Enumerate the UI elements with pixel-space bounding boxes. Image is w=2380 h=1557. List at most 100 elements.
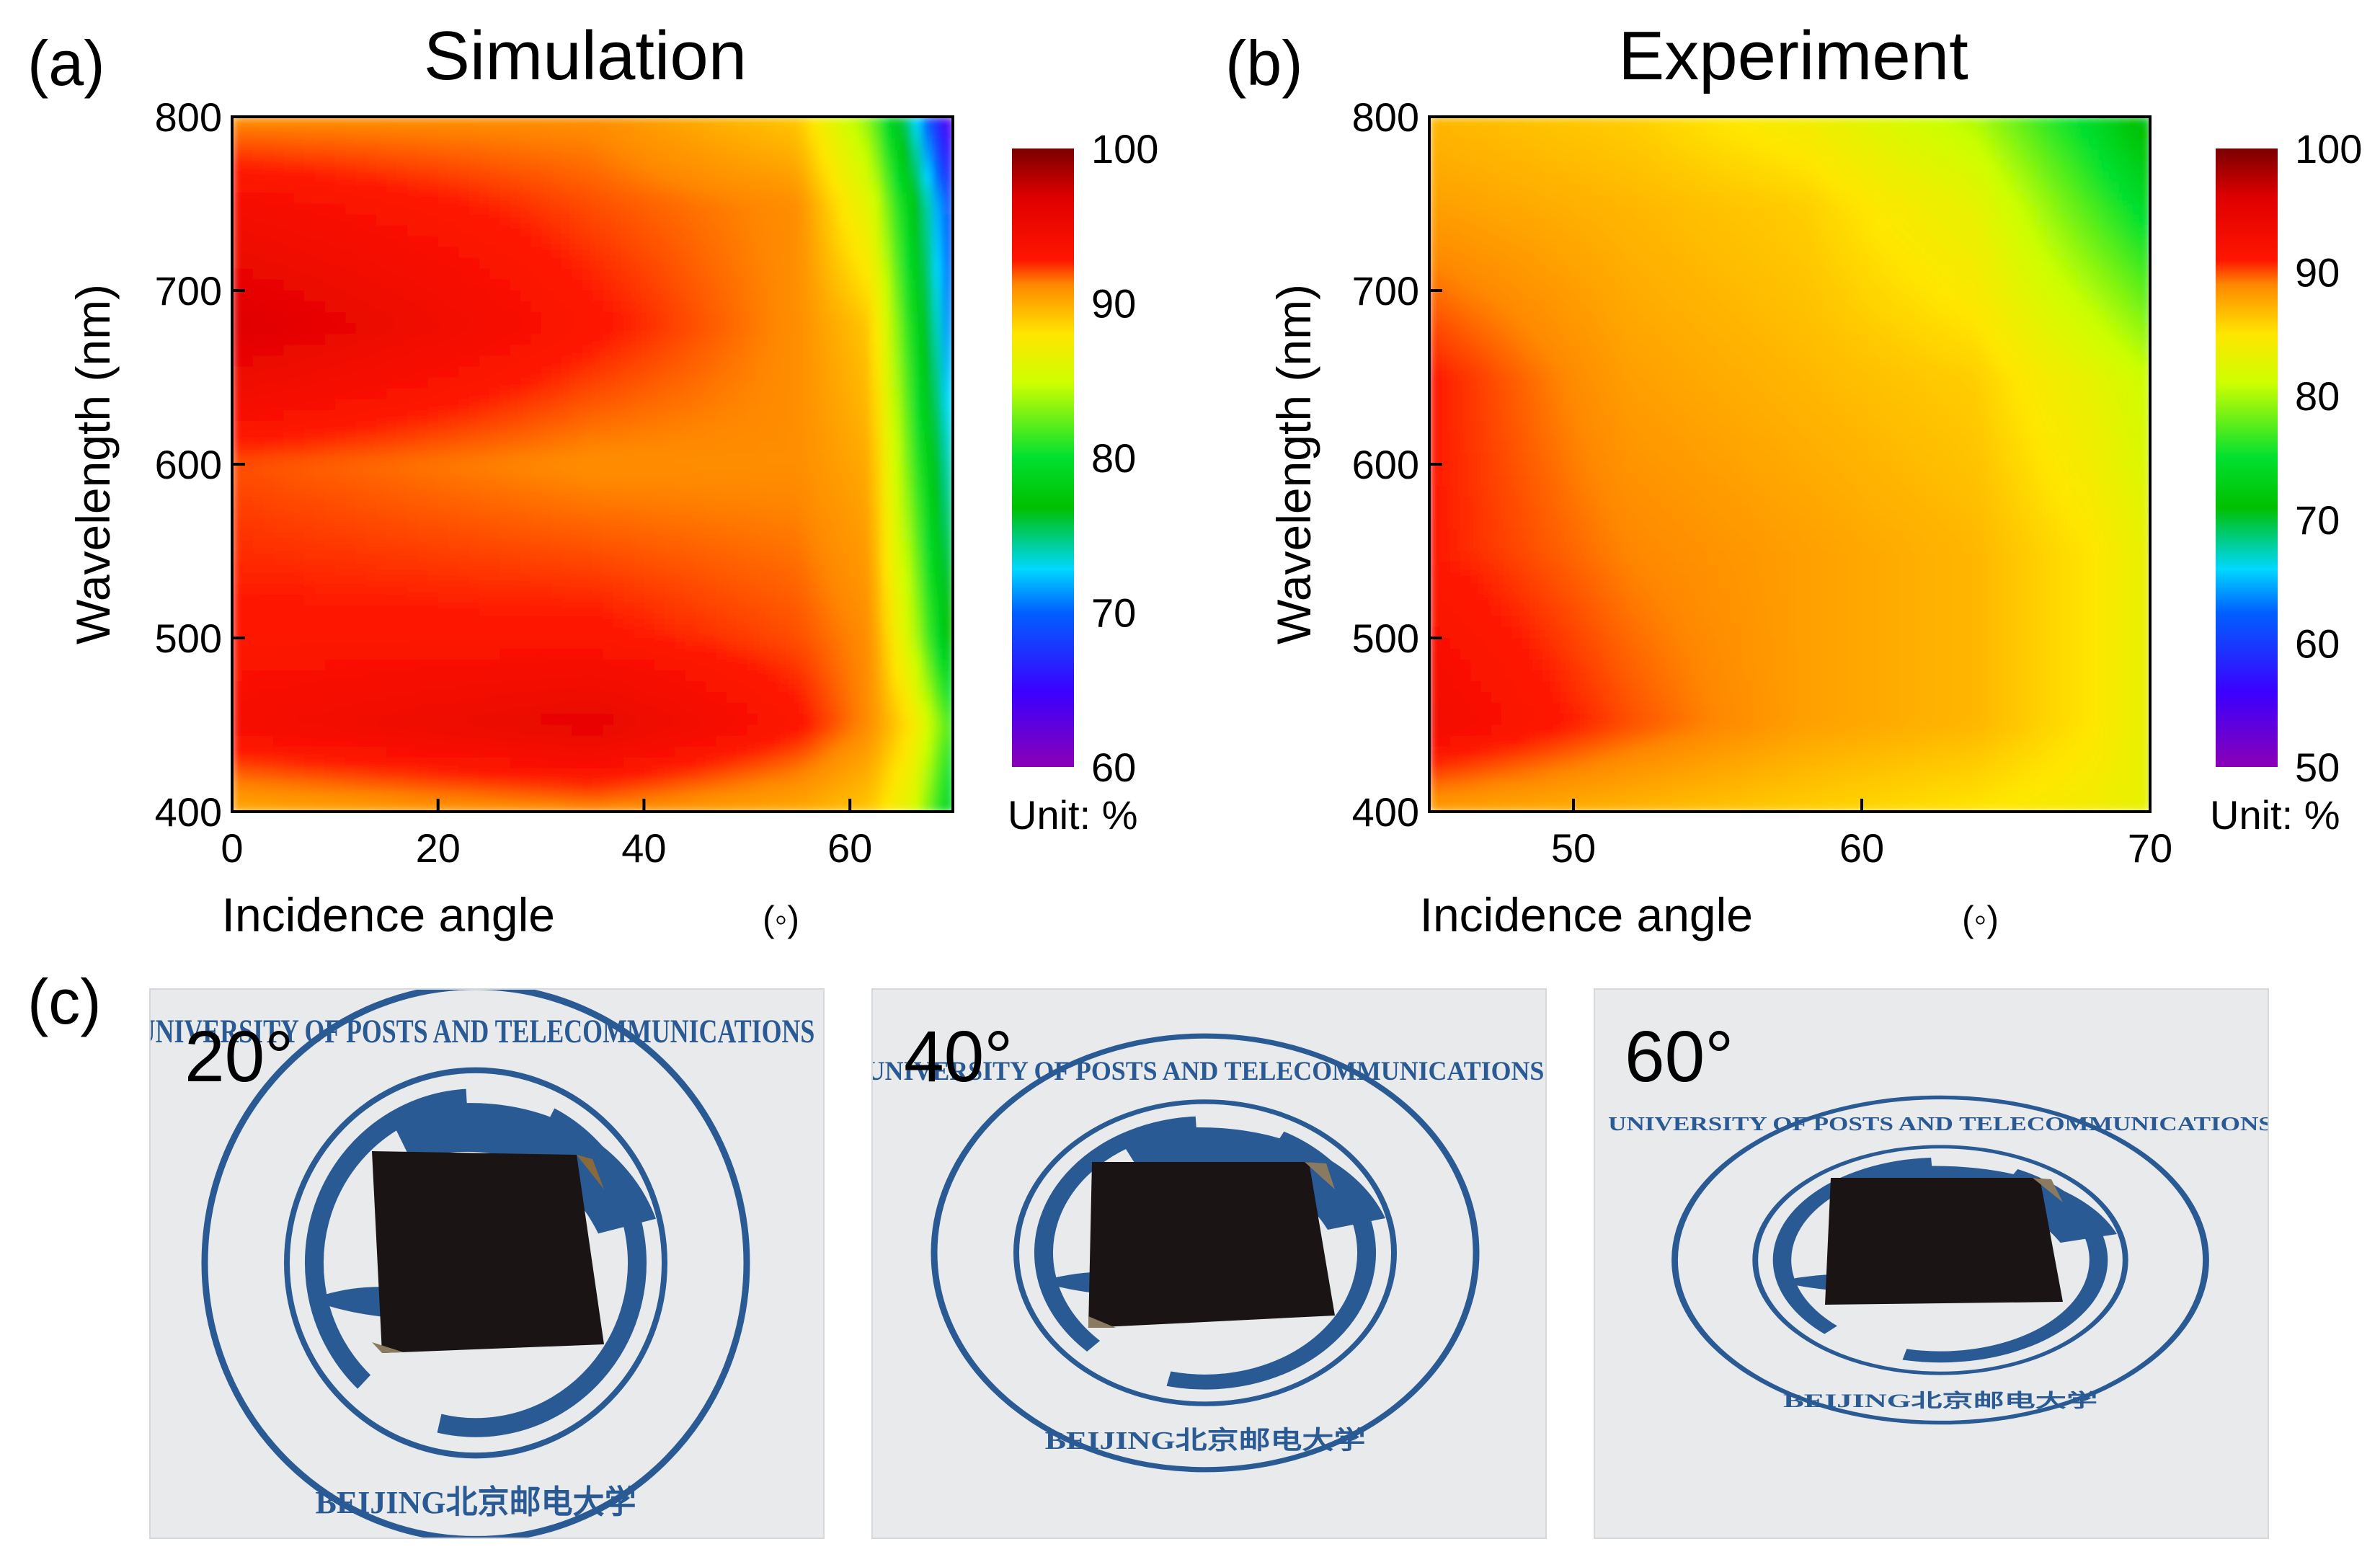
heatmap-cell [1903,138,1914,151]
heatmap-cell [582,345,593,357]
heatmap-cell [613,507,624,520]
heatmap-cell [634,529,645,541]
heatmap-cell [1872,128,1883,140]
heatmap-cell [942,182,953,194]
heatmap-cell [1697,182,1708,194]
heatmap-cell [489,290,501,303]
heatmap-cell [757,312,768,324]
heatmap-cell [252,768,264,780]
heatmap-cell [695,334,707,346]
heatmap-cell [829,518,840,531]
heatmap-cell [881,605,892,617]
heatmap-cell [334,301,347,314]
heatmap-cell [304,594,316,606]
heatmap-cell [922,160,933,172]
heatmap-cell [870,377,882,389]
heatmap-cell [870,497,882,509]
heatmap-cell [551,388,563,400]
heatmap-cell [572,692,583,704]
heatmap-cell [520,714,532,726]
heatmap-cell [942,681,953,693]
heatmap-cell [417,149,429,161]
heatmap-cell [1995,171,2007,183]
heatmap-cell [407,789,419,802]
heatmap-cell [314,149,326,161]
heatmap-cell [273,128,285,140]
heatmap-cell [778,182,789,194]
heatmap-cell [561,660,573,672]
heatmap-cell [788,268,799,280]
heatmap-cell [427,768,439,780]
heatmap-cell [737,768,748,780]
heatmap-cell [911,268,923,280]
heatmap-cell [407,214,419,226]
heatmap-cell [901,117,913,129]
heatmap-cell [273,377,285,389]
heatmap-cell [675,377,686,389]
heatmap-cell [634,290,645,303]
heatmap-cell [819,572,830,585]
heatmap-cell [850,377,861,389]
heatmap-cell [891,442,902,454]
heatmap-cell [1676,138,1688,151]
heatmap-cell [345,594,357,606]
heatmap-cell [675,214,686,226]
heatmap-cell [798,735,809,748]
heatmap-cell [726,214,737,226]
heatmap-cell [551,778,563,791]
heatmap-cell [613,247,624,259]
heatmap-cell [798,290,809,303]
heatmap-cell [798,681,809,693]
heatmap-cell [911,399,923,411]
heatmap-cell [396,518,408,531]
heatmap-cell [922,703,933,715]
heatmap-cell [273,475,285,487]
heatmap-cell [242,225,254,237]
heatmap-cell [726,399,737,411]
heatmap-cell [623,225,635,237]
heatmap-cell [613,518,624,531]
heatmap-cell [386,268,398,280]
heatmap-cell [623,236,635,248]
heatmap-cell [407,778,419,791]
heatmap-cell [654,214,665,226]
heatmap-cell [778,583,789,595]
heatmap-cell [860,138,871,151]
heatmap-cell [314,171,326,183]
heatmap-cell [572,203,583,216]
heatmap-cell [634,649,645,661]
heatmap-cell [737,800,748,812]
heatmap-cell [870,203,882,216]
heatmap-cell [788,626,799,639]
heatmap-cell [334,420,347,432]
heatmap-cell [324,551,336,563]
heatmap-cell [2036,117,2048,129]
heatmap-cell [479,377,491,389]
heatmap-cell [757,236,768,248]
heatmap-cell [778,616,789,628]
heatmap-cell [798,171,809,183]
heatmap-cell [479,431,491,443]
heatmap-cell [376,345,388,357]
heatmap-cell [665,312,676,324]
heatmap-cell [685,540,696,552]
heatmap-cell [417,626,429,639]
heatmap-cell [603,681,614,693]
heatmap-cell [273,486,285,498]
heatmap-cell [242,518,254,531]
heatmap-cell [644,681,655,693]
heatmap-cell [561,778,573,791]
heatmap-cell [829,377,840,389]
heatmap-cell [293,268,305,280]
heatmap-cell [685,420,696,432]
heatmap-cell [737,301,748,314]
heatmap-cell [1635,117,1646,129]
heatmap-cell [376,529,388,541]
heatmap-cell [613,638,624,650]
heatmap-cell [242,453,254,465]
heatmap-cell [1769,138,1780,151]
heatmap-cell [592,301,604,314]
heatmap-cell [530,192,542,205]
heatmap-cell [232,572,244,585]
heatmap-cell [427,605,439,617]
